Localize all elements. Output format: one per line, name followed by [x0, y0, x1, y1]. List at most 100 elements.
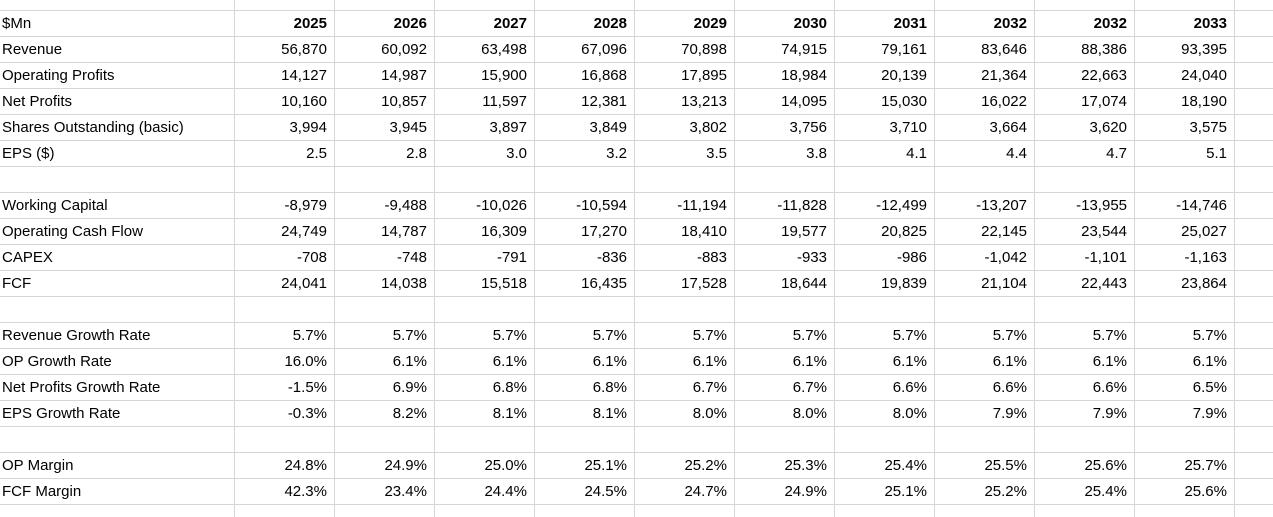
- value-cell[interactable]: 6.1%: [835, 349, 935, 375]
- value-cell[interactable]: 6.1%: [1035, 349, 1135, 375]
- empty-cell[interactable]: [235, 0, 335, 11]
- empty-cell[interactable]: [1235, 453, 1273, 479]
- value-cell[interactable]: 8.0%: [735, 401, 835, 427]
- empty-cell[interactable]: [1135, 0, 1235, 11]
- value-cell[interactable]: 24.9%: [735, 479, 835, 505]
- value-cell[interactable]: -1,042: [935, 245, 1035, 271]
- value-cell[interactable]: 6.5%: [1135, 375, 1235, 401]
- value-cell[interactable]: -10,026: [435, 193, 535, 219]
- empty-cell[interactable]: [1235, 141, 1273, 167]
- value-cell[interactable]: 4.7: [1035, 141, 1135, 167]
- empty-cell[interactable]: [835, 297, 935, 323]
- empty-cell[interactable]: [635, 297, 735, 323]
- value-cell[interactable]: 25.2%: [935, 479, 1035, 505]
- value-cell[interactable]: -748: [335, 245, 435, 271]
- value-cell[interactable]: 74,915: [735, 37, 835, 63]
- empty-cell[interactable]: [0, 0, 235, 11]
- row-label-cell[interactable]: EPS ($): [0, 141, 235, 167]
- empty-cell[interactable]: [235, 297, 335, 323]
- empty-cell[interactable]: [0, 505, 235, 517]
- empty-cell[interactable]: [935, 505, 1035, 517]
- row-label-cell[interactable]: Operating Profits: [0, 63, 235, 89]
- value-cell[interactable]: 24.4%: [435, 479, 535, 505]
- empty-cell[interactable]: [1235, 375, 1273, 401]
- empty-cell[interactable]: [535, 167, 635, 193]
- value-cell[interactable]: 21,104: [935, 271, 1035, 297]
- value-cell[interactable]: 3,994: [235, 115, 335, 141]
- empty-cell[interactable]: [1235, 37, 1273, 63]
- row-label-cell[interactable]: Net Profits: [0, 89, 235, 115]
- empty-cell[interactable]: [835, 505, 935, 517]
- value-cell[interactable]: 6.6%: [835, 375, 935, 401]
- value-cell[interactable]: 25.2%: [635, 453, 735, 479]
- empty-cell[interactable]: [435, 0, 535, 11]
- value-cell[interactable]: 5.7%: [835, 323, 935, 349]
- value-cell[interactable]: 6.1%: [1135, 349, 1235, 375]
- row-label-cell[interactable]: CAPEX: [0, 245, 235, 271]
- value-cell[interactable]: 5.7%: [535, 323, 635, 349]
- value-cell[interactable]: -11,828: [735, 193, 835, 219]
- empty-cell[interactable]: [635, 167, 735, 193]
- empty-cell[interactable]: [835, 0, 935, 11]
- empty-cell[interactable]: [1035, 505, 1135, 517]
- value-cell[interactable]: 6.1%: [435, 349, 535, 375]
- empty-cell[interactable]: [1035, 427, 1135, 453]
- year-header-cell[interactable]: 2033: [1135, 11, 1235, 37]
- year-header-cell[interactable]: 2027: [435, 11, 535, 37]
- value-cell[interactable]: 6.1%: [935, 349, 1035, 375]
- value-cell[interactable]: 14,127: [235, 63, 335, 89]
- empty-cell[interactable]: [1235, 271, 1273, 297]
- value-cell[interactable]: 19,839: [835, 271, 935, 297]
- value-cell[interactable]: 14,787: [335, 219, 435, 245]
- row-label-cell[interactable]: OP Growth Rate: [0, 349, 235, 375]
- empty-cell[interactable]: [535, 505, 635, 517]
- value-cell[interactable]: -1.5%: [235, 375, 335, 401]
- empty-cell[interactable]: [335, 167, 435, 193]
- row-label-cell[interactable]: EPS Growth Rate: [0, 401, 235, 427]
- value-cell[interactable]: 67,096: [535, 37, 635, 63]
- value-cell[interactable]: 25.6%: [1035, 453, 1135, 479]
- empty-cell[interactable]: [1035, 167, 1135, 193]
- value-cell[interactable]: -12,499: [835, 193, 935, 219]
- value-cell[interactable]: 25.4%: [835, 453, 935, 479]
- value-cell[interactable]: 5.7%: [735, 323, 835, 349]
- value-cell[interactable]: 18,984: [735, 63, 835, 89]
- row-label-cell[interactable]: OP Margin: [0, 453, 235, 479]
- value-cell[interactable]: 5.7%: [1135, 323, 1235, 349]
- value-cell[interactable]: -8,979: [235, 193, 335, 219]
- value-cell[interactable]: 18,644: [735, 271, 835, 297]
- empty-cell[interactable]: [235, 167, 335, 193]
- value-cell[interactable]: 24.5%: [535, 479, 635, 505]
- row-label-cell[interactable]: FCF Margin: [0, 479, 235, 505]
- value-cell[interactable]: 24.9%: [335, 453, 435, 479]
- value-cell[interactable]: 25.0%: [435, 453, 535, 479]
- value-cell[interactable]: 93,395: [1135, 37, 1235, 63]
- value-cell[interactable]: 56,870: [235, 37, 335, 63]
- empty-cell[interactable]: [335, 427, 435, 453]
- value-cell[interactable]: 2.5: [235, 141, 335, 167]
- empty-cell[interactable]: [1235, 245, 1273, 271]
- empty-cell[interactable]: [235, 427, 335, 453]
- value-cell[interactable]: 5.1: [1135, 141, 1235, 167]
- value-cell[interactable]: 42.3%: [235, 479, 335, 505]
- empty-cell[interactable]: [1235, 193, 1273, 219]
- empty-cell[interactable]: [1135, 297, 1235, 323]
- value-cell[interactable]: 6.8%: [535, 375, 635, 401]
- empty-cell[interactable]: [935, 427, 1035, 453]
- value-cell[interactable]: 4.4: [935, 141, 1035, 167]
- year-header-cell[interactable]: 2031: [835, 11, 935, 37]
- empty-cell[interactable]: [1235, 89, 1273, 115]
- value-cell[interactable]: 3,620: [1035, 115, 1135, 141]
- empty-cell[interactable]: [535, 0, 635, 11]
- value-cell[interactable]: 5.7%: [235, 323, 335, 349]
- value-cell[interactable]: 24,749: [235, 219, 335, 245]
- row-label-cell[interactable]: Working Capital: [0, 193, 235, 219]
- value-cell[interactable]: 3,849: [535, 115, 635, 141]
- empty-cell[interactable]: [735, 0, 835, 11]
- value-cell[interactable]: 3,575: [1135, 115, 1235, 141]
- value-cell[interactable]: 18,190: [1135, 89, 1235, 115]
- empty-cell[interactable]: [635, 427, 735, 453]
- value-cell[interactable]: 3,802: [635, 115, 735, 141]
- value-cell[interactable]: 21,364: [935, 63, 1035, 89]
- value-cell[interactable]: 25.7%: [1135, 453, 1235, 479]
